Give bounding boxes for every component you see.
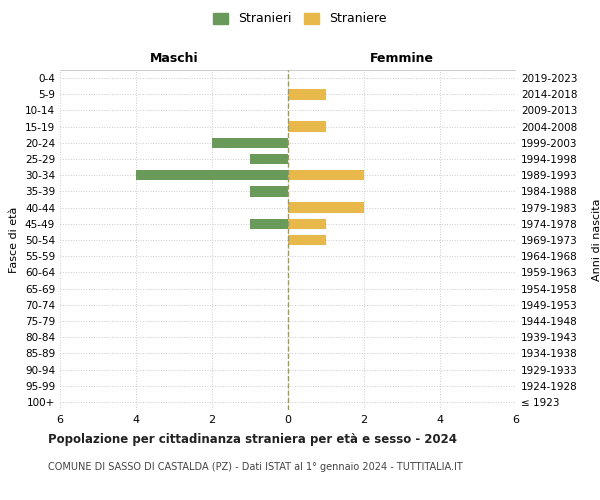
Bar bbox=[288, 170, 364, 180]
Text: Femmine: Femmine bbox=[370, 52, 434, 65]
Bar bbox=[212, 138, 288, 148]
Text: Popolazione per cittadinanza straniera per età e sesso - 2024: Popolazione per cittadinanza straniera p… bbox=[48, 432, 457, 446]
Text: Maschi: Maschi bbox=[149, 52, 199, 65]
Bar bbox=[288, 202, 364, 213]
Y-axis label: Fasce di età: Fasce di età bbox=[10, 207, 19, 273]
Bar bbox=[288, 218, 326, 229]
Legend: Stranieri, Straniere: Stranieri, Straniere bbox=[209, 8, 391, 29]
Bar bbox=[288, 122, 326, 132]
Bar bbox=[288, 234, 326, 246]
Text: COMUNE DI SASSO DI CASTALDA (PZ) - Dati ISTAT al 1° gennaio 2024 - TUTTITALIA.IT: COMUNE DI SASSO DI CASTALDA (PZ) - Dati … bbox=[48, 462, 463, 472]
Y-axis label: Anni di nascita: Anni di nascita bbox=[592, 198, 600, 281]
Bar bbox=[250, 154, 288, 164]
Bar bbox=[136, 170, 288, 180]
Bar bbox=[250, 218, 288, 229]
Bar bbox=[288, 89, 326, 100]
Bar bbox=[250, 186, 288, 196]
